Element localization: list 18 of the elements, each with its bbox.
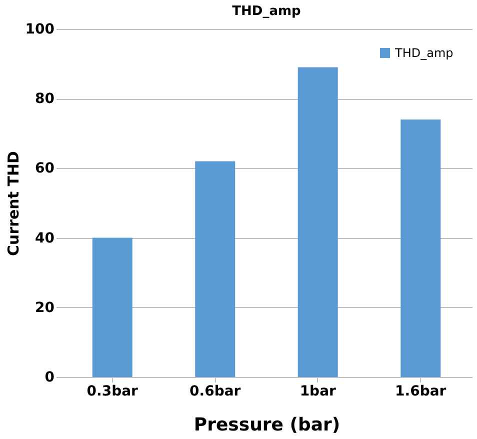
- x-tick-label: 0.6bar: [190, 384, 241, 400]
- chart-title: THD_amp: [232, 4, 301, 19]
- y-tick-label: 20: [35, 300, 55, 316]
- y-tick-label: 100: [25, 22, 55, 38]
- bar: [400, 119, 441, 377]
- legend-label: THD_amp: [394, 46, 454, 60]
- x-axis-title: Pressure (bar): [194, 414, 340, 436]
- y-tick-label: 80: [35, 91, 55, 108]
- bar: [195, 161, 236, 377]
- y-tick-label: 60: [35, 160, 55, 177]
- y-axis-title: Current THD: [4, 151, 22, 256]
- x-tick-label: 1bar: [300, 384, 336, 400]
- y-tick-label: 40: [35, 230, 55, 246]
- y-tick-label: 0: [44, 370, 55, 386]
- x-tick-label: 1.6bar: [395, 384, 446, 400]
- x-tick-label: 0.3bar: [86, 384, 138, 400]
- bar: [92, 238, 132, 377]
- bar: [298, 67, 338, 377]
